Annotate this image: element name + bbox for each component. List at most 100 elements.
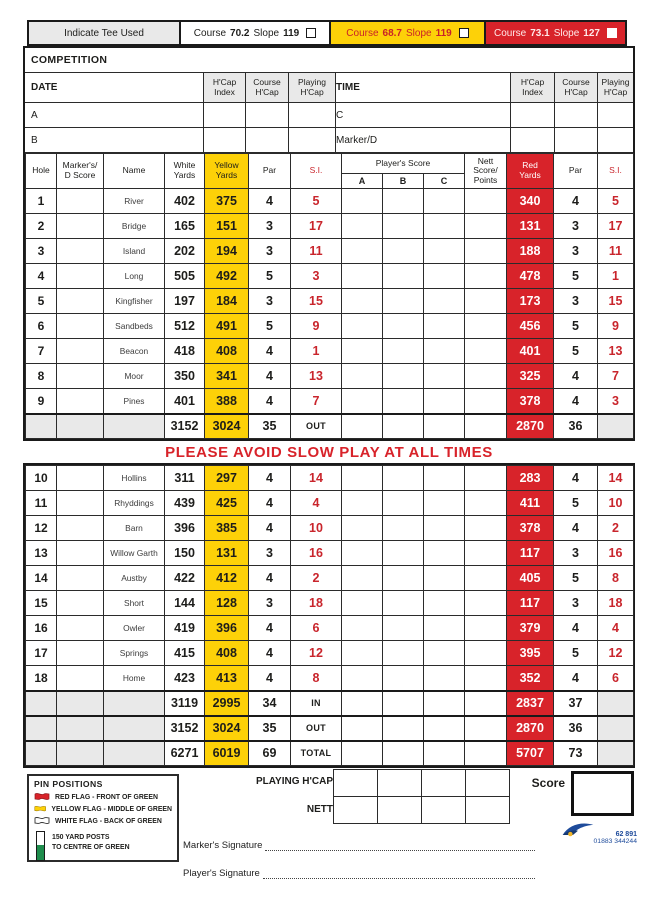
nett-score-cell[interactable]: [464, 213, 507, 239]
nett-total-cell[interactable]: [464, 412, 507, 439]
marker-score-cell[interactable]: [56, 540, 104, 566]
player-a-playing-hcap-cell[interactable]: [288, 103, 335, 128]
score-cell-a[interactable]: [341, 565, 383, 591]
score-total-c[interactable]: [423, 714, 465, 741]
marker-score-cell[interactable]: [56, 615, 104, 641]
player-c-name-row[interactable]: C: [335, 103, 510, 128]
marker-score-cell[interactable]: [56, 338, 104, 364]
score-total-a[interactable]: [341, 689, 383, 716]
nett-score-cell[interactable]: [464, 540, 507, 566]
marker-score-cell[interactable]: [56, 363, 104, 389]
score-cell-b[interactable]: [382, 640, 424, 666]
score-cell-a[interactable]: [341, 238, 383, 264]
nett-score-cell[interactable]: [464, 465, 507, 491]
score-cell-c[interactable]: [423, 640, 465, 666]
marker-score-cell[interactable]: [56, 565, 104, 591]
nett-total-cell[interactable]: [464, 739, 507, 766]
nett-score-cell[interactable]: [464, 363, 507, 389]
playing-hcap-cell-b[interactable]: [377, 769, 422, 797]
score-total-a[interactable]: [341, 739, 383, 766]
marker-score-cell[interactable]: [56, 515, 104, 541]
score-cell-b[interactable]: [382, 213, 424, 239]
marker-d-hcap-index-cell[interactable]: [510, 128, 554, 153]
marker-score-cell[interactable]: [56, 490, 104, 516]
player-b-name-row[interactable]: B: [25, 128, 203, 153]
marker-signature-line[interactable]: [265, 848, 535, 851]
player-c-hcap-index-cell[interactable]: [510, 103, 554, 128]
score-cell-a[interactable]: [341, 465, 383, 491]
nett-cell-c[interactable]: [421, 796, 466, 824]
score-total-b[interactable]: [382, 714, 424, 741]
score-total-a[interactable]: [341, 412, 383, 439]
nett-score-cell[interactable]: [464, 313, 507, 339]
score-cell-a[interactable]: [341, 590, 383, 616]
marker-d-course-hcap-cell[interactable]: [554, 128, 597, 153]
score-cell-a[interactable]: [341, 540, 383, 566]
marker-score-cell[interactable]: [56, 288, 104, 314]
player-signature-line[interactable]: [262, 876, 535, 879]
marker-score-cell[interactable]: [56, 188, 104, 214]
player-a-hcap-index-cell[interactable]: [203, 103, 245, 128]
score-cell-b[interactable]: [382, 540, 424, 566]
player-b-hcap-index-cell[interactable]: [203, 128, 245, 153]
score-cell-c[interactable]: [423, 363, 465, 389]
player-c-course-hcap-cell[interactable]: [554, 103, 597, 128]
score-box[interactable]: [571, 771, 634, 816]
white-tee-checkbox[interactable]: [306, 28, 317, 38]
score-cell-b[interactable]: [382, 188, 424, 214]
marker-score-cell[interactable]: [56, 640, 104, 666]
marker-score-cell[interactable]: [56, 238, 104, 264]
nett-score-cell[interactable]: [464, 490, 507, 516]
score-total-c[interactable]: [423, 689, 465, 716]
score-cell-c[interactable]: [423, 288, 465, 314]
score-total-a[interactable]: [341, 714, 383, 741]
competition-input-area[interactable]: [107, 48, 633, 72]
nett-score-cell[interactable]: [464, 565, 507, 591]
score-cell-c[interactable]: [423, 388, 465, 414]
nett-score-cell[interactable]: [464, 515, 507, 541]
nett-score-cell[interactable]: [464, 263, 507, 289]
playing-hcap-cell-a[interactable]: [333, 769, 378, 797]
score-cell-c[interactable]: [423, 490, 465, 516]
score-cell-a[interactable]: [341, 490, 383, 516]
nett-total-cell[interactable]: [464, 689, 507, 716]
score-cell-b[interactable]: [382, 238, 424, 264]
score-cell-c[interactable]: [423, 590, 465, 616]
nett-score-cell[interactable]: [464, 338, 507, 364]
score-cell-a[interactable]: [341, 263, 383, 289]
marker-d-playing-hcap-cell[interactable]: [597, 128, 633, 153]
score-cell-a[interactable]: [341, 288, 383, 314]
score-cell-c[interactable]: [423, 515, 465, 541]
score-cell-b[interactable]: [382, 363, 424, 389]
nett-score-cell[interactable]: [464, 615, 507, 641]
score-cell-c[interactable]: [423, 188, 465, 214]
score-cell-c[interactable]: [423, 540, 465, 566]
score-cell-c[interactable]: [423, 213, 465, 239]
nett-total-cell[interactable]: [464, 714, 507, 741]
marker-score-cell[interactable]: [56, 263, 104, 289]
player-b-course-hcap-cell[interactable]: [245, 128, 288, 153]
score-cell-c[interactable]: [423, 238, 465, 264]
yellow-tee-checkbox[interactable]: [458, 28, 469, 38]
player-c-playing-hcap-cell[interactable]: [597, 103, 633, 128]
player-a-name-row[interactable]: A: [25, 103, 203, 128]
score-cell-b[interactable]: [382, 263, 424, 289]
marker-score-cell[interactable]: [56, 590, 104, 616]
playing-hcap-cell-d[interactable]: [465, 769, 510, 797]
nett-cell-a[interactable]: [333, 796, 378, 824]
score-cell-c[interactable]: [423, 615, 465, 641]
score-cell-a[interactable]: [341, 665, 383, 691]
score-cell-c[interactable]: [423, 313, 465, 339]
score-cell-a[interactable]: [341, 213, 383, 239]
red-tee-checkbox[interactable]: [606, 28, 617, 38]
score-total-b[interactable]: [382, 689, 424, 716]
marker-score-cell[interactable]: [56, 213, 104, 239]
marker-d-name-row[interactable]: Marker/D: [335, 128, 510, 153]
score-cell-b[interactable]: [382, 288, 424, 314]
score-total-b[interactable]: [382, 739, 424, 766]
score-cell-c[interactable]: [423, 263, 465, 289]
score-cell-c[interactable]: [423, 465, 465, 491]
score-cell-a[interactable]: [341, 338, 383, 364]
score-total-b[interactable]: [382, 412, 424, 439]
marker-score-cell[interactable]: [56, 465, 104, 491]
